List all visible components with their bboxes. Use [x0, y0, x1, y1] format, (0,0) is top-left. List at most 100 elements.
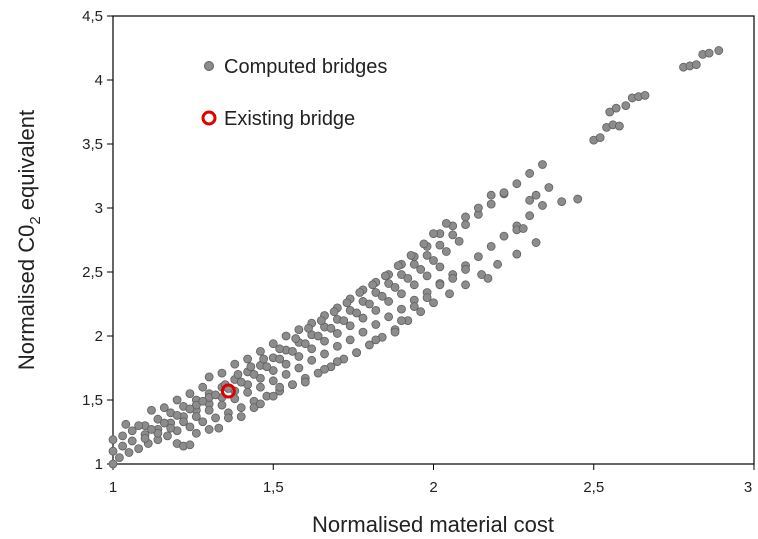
computed-bridge-point: [518, 224, 528, 233]
computed-bridge-point: [538, 160, 547, 169]
computed-bridge-point: [384, 312, 394, 322]
computed-bridge-point: [499, 188, 509, 198]
computed-bridge-point: [268, 366, 278, 375]
computed-bridge-point: [358, 313, 368, 323]
y-axis-title-main: Normalised C0: [14, 225, 39, 371]
y-axis-title-tail: equivalent: [14, 110, 39, 216]
y-axis-title-subscript: 2: [27, 216, 44, 224]
computed-bridge-point: [147, 405, 156, 415]
computed-bridge-point: [217, 368, 227, 378]
computed-bridge-point: [371, 335, 381, 345]
computed-bridge-point: [473, 203, 483, 213]
computed-bridge-point: [441, 247, 451, 256]
computed-bridge-point: [118, 441, 128, 451]
computed-bridge-point: [259, 354, 269, 364]
computed-bridge-point: [538, 201, 547, 210]
computed-bridge-point: [236, 403, 246, 413]
computed-bridge-point: [525, 195, 535, 205]
computed-bridge-point: [198, 417, 208, 427]
computed-bridge-point: [691, 60, 701, 70]
computed-bridge-point: [390, 282, 400, 292]
computed-bridge-point: [473, 252, 483, 262]
computed-bridge-point: [236, 377, 246, 387]
computed-bridge-point: [461, 265, 470, 274]
computed-bridge-point: [191, 400, 201, 410]
computed-bridge-point: [409, 280, 419, 290]
computed-bridge-point: [179, 417, 188, 427]
computed-bridge-point: [108, 446, 118, 456]
computed-bridge-point: [163, 431, 172, 441]
computed-bridge-point: [704, 48, 714, 58]
computed-bridge-point: [342, 298, 352, 308]
computed-bridge-point: [441, 218, 451, 228]
x-axis-title: Normalised material cost: [312, 512, 554, 537]
computed-bridge-point: [512, 249, 522, 259]
computed-bridge-point: [153, 414, 163, 424]
computed-bridge-point: [256, 382, 265, 392]
computed-bridge-point: [403, 273, 413, 283]
computed-bridge-point: [249, 369, 259, 379]
computed-bridge-point: [422, 271, 432, 281]
computed-bridge-point: [422, 293, 432, 303]
computed-bridge-point: [512, 179, 522, 189]
computed-bridge-point: [204, 405, 214, 415]
computed-bridge-point: [243, 387, 253, 397]
computed-bridge-point: [393, 261, 403, 271]
computed-bridge-point: [185, 422, 195, 432]
computed-bridge-point: [435, 280, 445, 290]
computed-bridge-point: [211, 413, 220, 423]
computed-bridge-point: [230, 359, 240, 369]
computed-bridge-point: [448, 273, 458, 283]
computed-bridge-point: [124, 448, 134, 457]
computed-bridge-point: [185, 404, 195, 414]
computed-bridge-point: [448, 230, 458, 240]
computed-bridge-point: [364, 340, 374, 350]
computed-bridge-point: [525, 169, 535, 178]
computed-bridge-point: [320, 349, 329, 359]
computed-bridge-point: [243, 354, 253, 364]
computed-bridge-point: [332, 341, 342, 351]
computed-bridge-point: [313, 331, 323, 341]
computed-bridge-point: [275, 344, 285, 354]
computed-bridge-point: [108, 435, 118, 445]
y-tick-label: 4: [95, 72, 103, 89]
computed-bridge-point: [134, 444, 144, 454]
computed-bridge-point: [307, 344, 317, 354]
computed-bridge-point: [461, 220, 470, 230]
existing-bridge-point: [220, 383, 236, 399]
computed-bridge-point: [204, 372, 214, 382]
computed-bridge-point: [714, 46, 724, 55]
computed-bridge-point: [307, 355, 317, 365]
computed-bridge-point: [611, 103, 621, 113]
computed-bridge-point: [127, 426, 137, 436]
computed-bridge-point: [397, 304, 406, 314]
computed-bridge-point: [557, 197, 567, 207]
computed-bridge-point: [108, 459, 118, 469]
legend-label-computed: Computed bridges: [224, 56, 387, 78]
computed-bridge-point: [397, 289, 406, 299]
computed-bridge-point: [236, 412, 246, 422]
computed-bridge-point: [422, 250, 432, 260]
computed-bridge-point: [435, 240, 445, 250]
computed-bridge-point: [525, 211, 535, 221]
computed-bridge-point: [368, 280, 378, 290]
computed-bridge-point: [595, 133, 605, 143]
computed-bridge-point: [140, 433, 150, 443]
computed-bridge-point: [339, 316, 349, 326]
y-tick-label: 3,5: [82, 136, 103, 153]
computed-bridge-point: [159, 403, 169, 413]
computed-bridge-point: [355, 288, 365, 297]
computed-bridge-point: [275, 354, 285, 364]
computed-bridge-point: [223, 413, 233, 423]
y-tick-label: 4,5: [82, 8, 103, 25]
computed-bridge-point: [316, 316, 326, 326]
computed-bridge-point: [483, 273, 493, 283]
computed-bridge-point: [371, 288, 381, 297]
computed-bridge-point: [477, 270, 486, 279]
computed-bridge-point: [358, 327, 368, 337]
y-tick-label: 2: [95, 328, 103, 345]
computed-bridge-point: [364, 299, 374, 309]
computed-bridge-point: [614, 121, 624, 131]
computed-bridge-point: [256, 346, 265, 356]
